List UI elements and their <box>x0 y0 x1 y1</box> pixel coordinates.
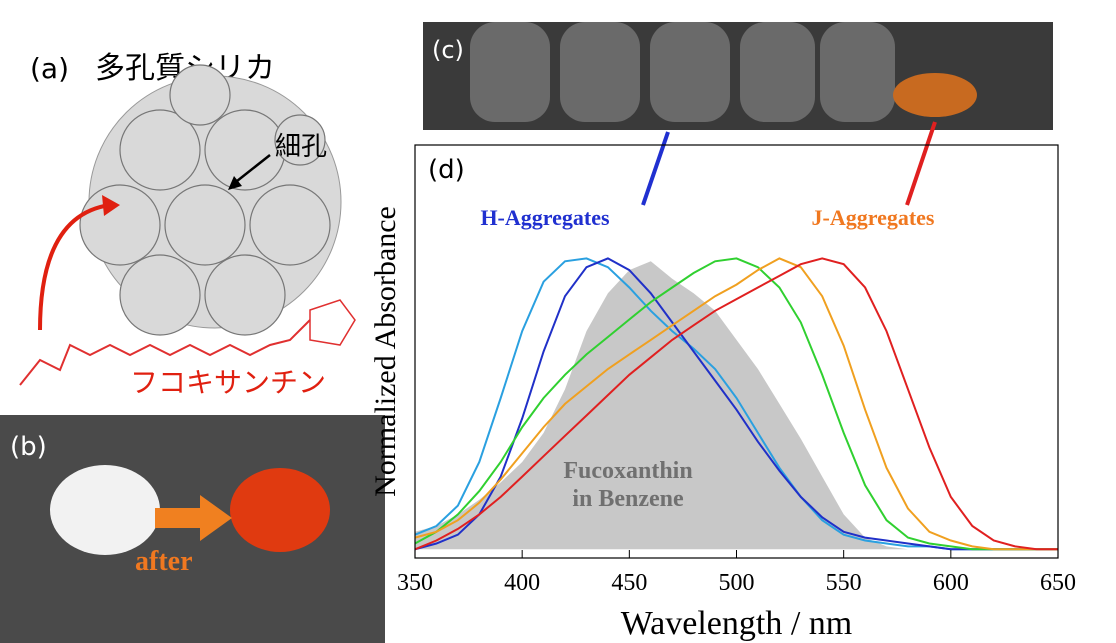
figure: (a) 多孔質シリカ 細孔 フコキサンチン after (b) (c) 3504… <box>0 0 1116 643</box>
connector <box>907 122 935 205</box>
x-tick-label: 550 <box>826 570 862 596</box>
molecule-label: フコキサンチン <box>130 366 326 399</box>
x-tick-label: 400 <box>504 570 540 596</box>
vials <box>470 22 895 122</box>
x-axis-label: Wavelength / nm <box>621 605 852 642</box>
annotation: J-Aggregates <box>812 205 935 230</box>
white-powder <box>50 465 160 555</box>
annotation: in Benzene <box>572 486 684 512</box>
panel-label: (a) <box>30 52 69 85</box>
pore-label: 細孔 <box>275 132 327 162</box>
silica-diagram <box>80 65 341 335</box>
connector <box>643 132 668 205</box>
panel-label: (b) <box>10 432 47 462</box>
x-tick-label: 350 <box>397 570 433 596</box>
x-tick-label: 500 <box>719 570 755 596</box>
annotation: H-Aggregates <box>480 205 610 230</box>
orange-sample <box>893 73 977 117</box>
area <box>415 261 1058 549</box>
x-tick-label: 650 <box>1040 570 1076 596</box>
molecule-ring <box>310 300 355 345</box>
x-tick-label: 600 <box>933 570 969 596</box>
panel-label: (d) <box>428 155 465 185</box>
panel-label: (c) <box>432 36 464 64</box>
y-axis-label: Normalized Absorbance <box>369 206 402 497</box>
red-powder <box>230 468 330 552</box>
annotation: Fucoxanthin <box>563 458 692 484</box>
x-tick-label: 450 <box>611 570 647 596</box>
chart: 350 400 450 500 550 600 650 Wavelength / nm Norm… <box>369 145 1076 642</box>
after-label: after <box>135 546 193 577</box>
